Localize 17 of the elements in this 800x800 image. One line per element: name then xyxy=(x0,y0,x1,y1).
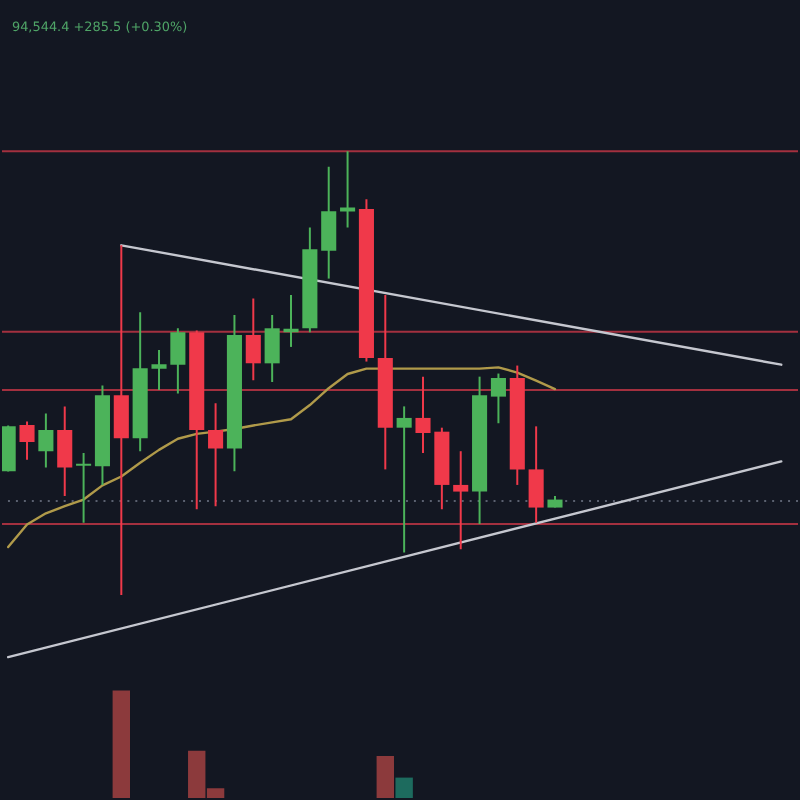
candlestick xyxy=(340,150,356,229)
candlestick xyxy=(453,450,469,551)
candlestick xyxy=(321,165,337,280)
candlestick xyxy=(38,412,54,469)
candlestick xyxy=(245,297,261,382)
candlestick xyxy=(57,405,73,498)
candlestick xyxy=(19,420,35,461)
candlestick xyxy=(76,451,92,524)
bar xyxy=(112,690,131,799)
candlestick xyxy=(208,402,224,508)
bar xyxy=(395,777,413,799)
bar xyxy=(376,756,394,799)
candlestick xyxy=(528,425,544,524)
candlestick xyxy=(490,372,506,425)
candlestick xyxy=(113,244,129,596)
candlestick xyxy=(396,405,412,554)
candlestick xyxy=(1,424,16,473)
